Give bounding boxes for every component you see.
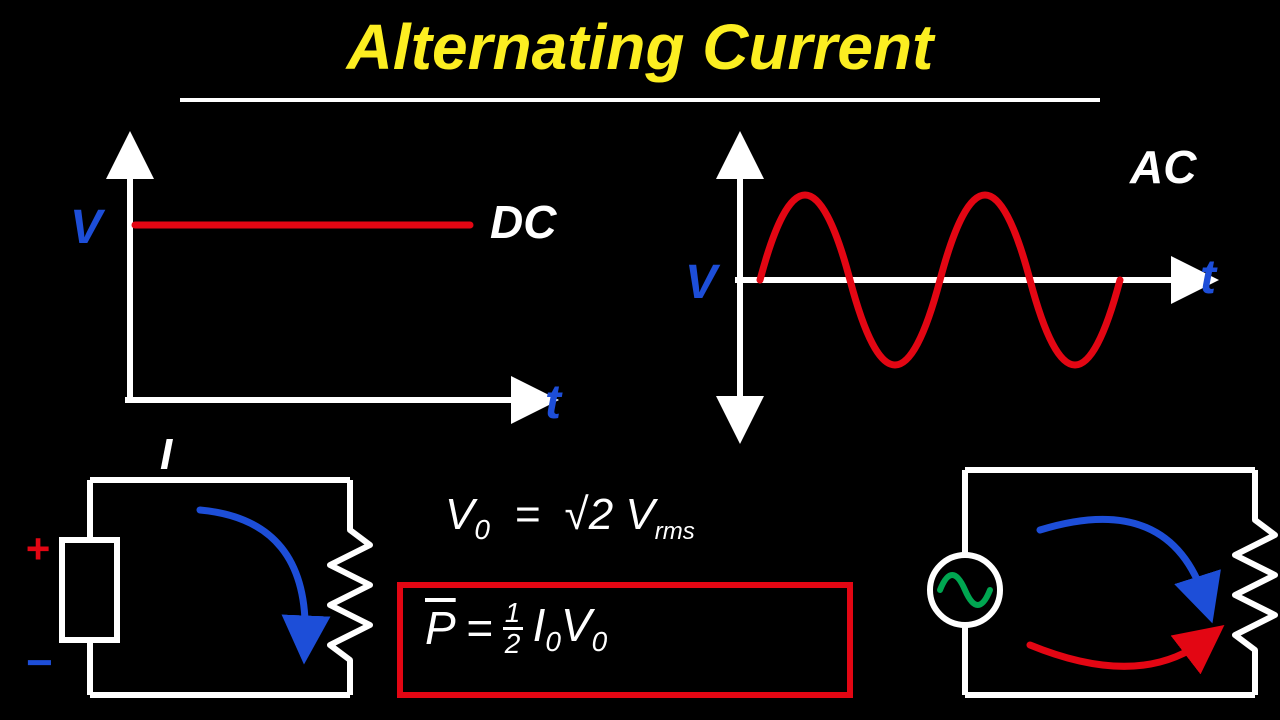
power-formula: P = 1 2 I0V0 xyxy=(425,598,607,658)
v0-sub: 0 xyxy=(474,514,490,545)
ac-graph xyxy=(735,155,1195,420)
i0-i: I xyxy=(533,599,546,651)
vrms-v: V xyxy=(625,490,654,539)
ac-type-label: AC xyxy=(1130,140,1196,194)
dc-type-label: DC xyxy=(490,195,556,249)
vrms-eq: = xyxy=(514,490,540,539)
ac-circuit xyxy=(930,470,1275,695)
v0p-v: V xyxy=(561,599,592,651)
dc-plus-label: + xyxy=(25,525,50,573)
p-bar: P xyxy=(425,601,456,655)
dc-v-label: V xyxy=(70,200,102,255)
vrms-sqrt2: √2 xyxy=(565,490,614,539)
dc-minus-label: − xyxy=(25,635,52,689)
vrms-sub: rms xyxy=(655,518,695,545)
v0p-sub: 0 xyxy=(592,626,608,657)
ac-t-label: t xyxy=(1200,250,1216,305)
dc-current-label: I xyxy=(160,430,172,480)
power-eq: = xyxy=(466,601,493,655)
diagram-canvas xyxy=(0,0,1280,720)
half-den: 2 xyxy=(505,630,521,658)
dc-graph xyxy=(125,155,535,400)
vrms-formula: V0 = √2 Vrms xyxy=(445,490,695,546)
dc-t-label: t xyxy=(545,375,561,430)
dc-circuit xyxy=(62,480,370,695)
half-num: 1 xyxy=(505,599,521,627)
i0-sub: 0 xyxy=(545,626,561,657)
ac-v-label: V xyxy=(685,255,717,310)
v0-v: V xyxy=(445,490,474,539)
